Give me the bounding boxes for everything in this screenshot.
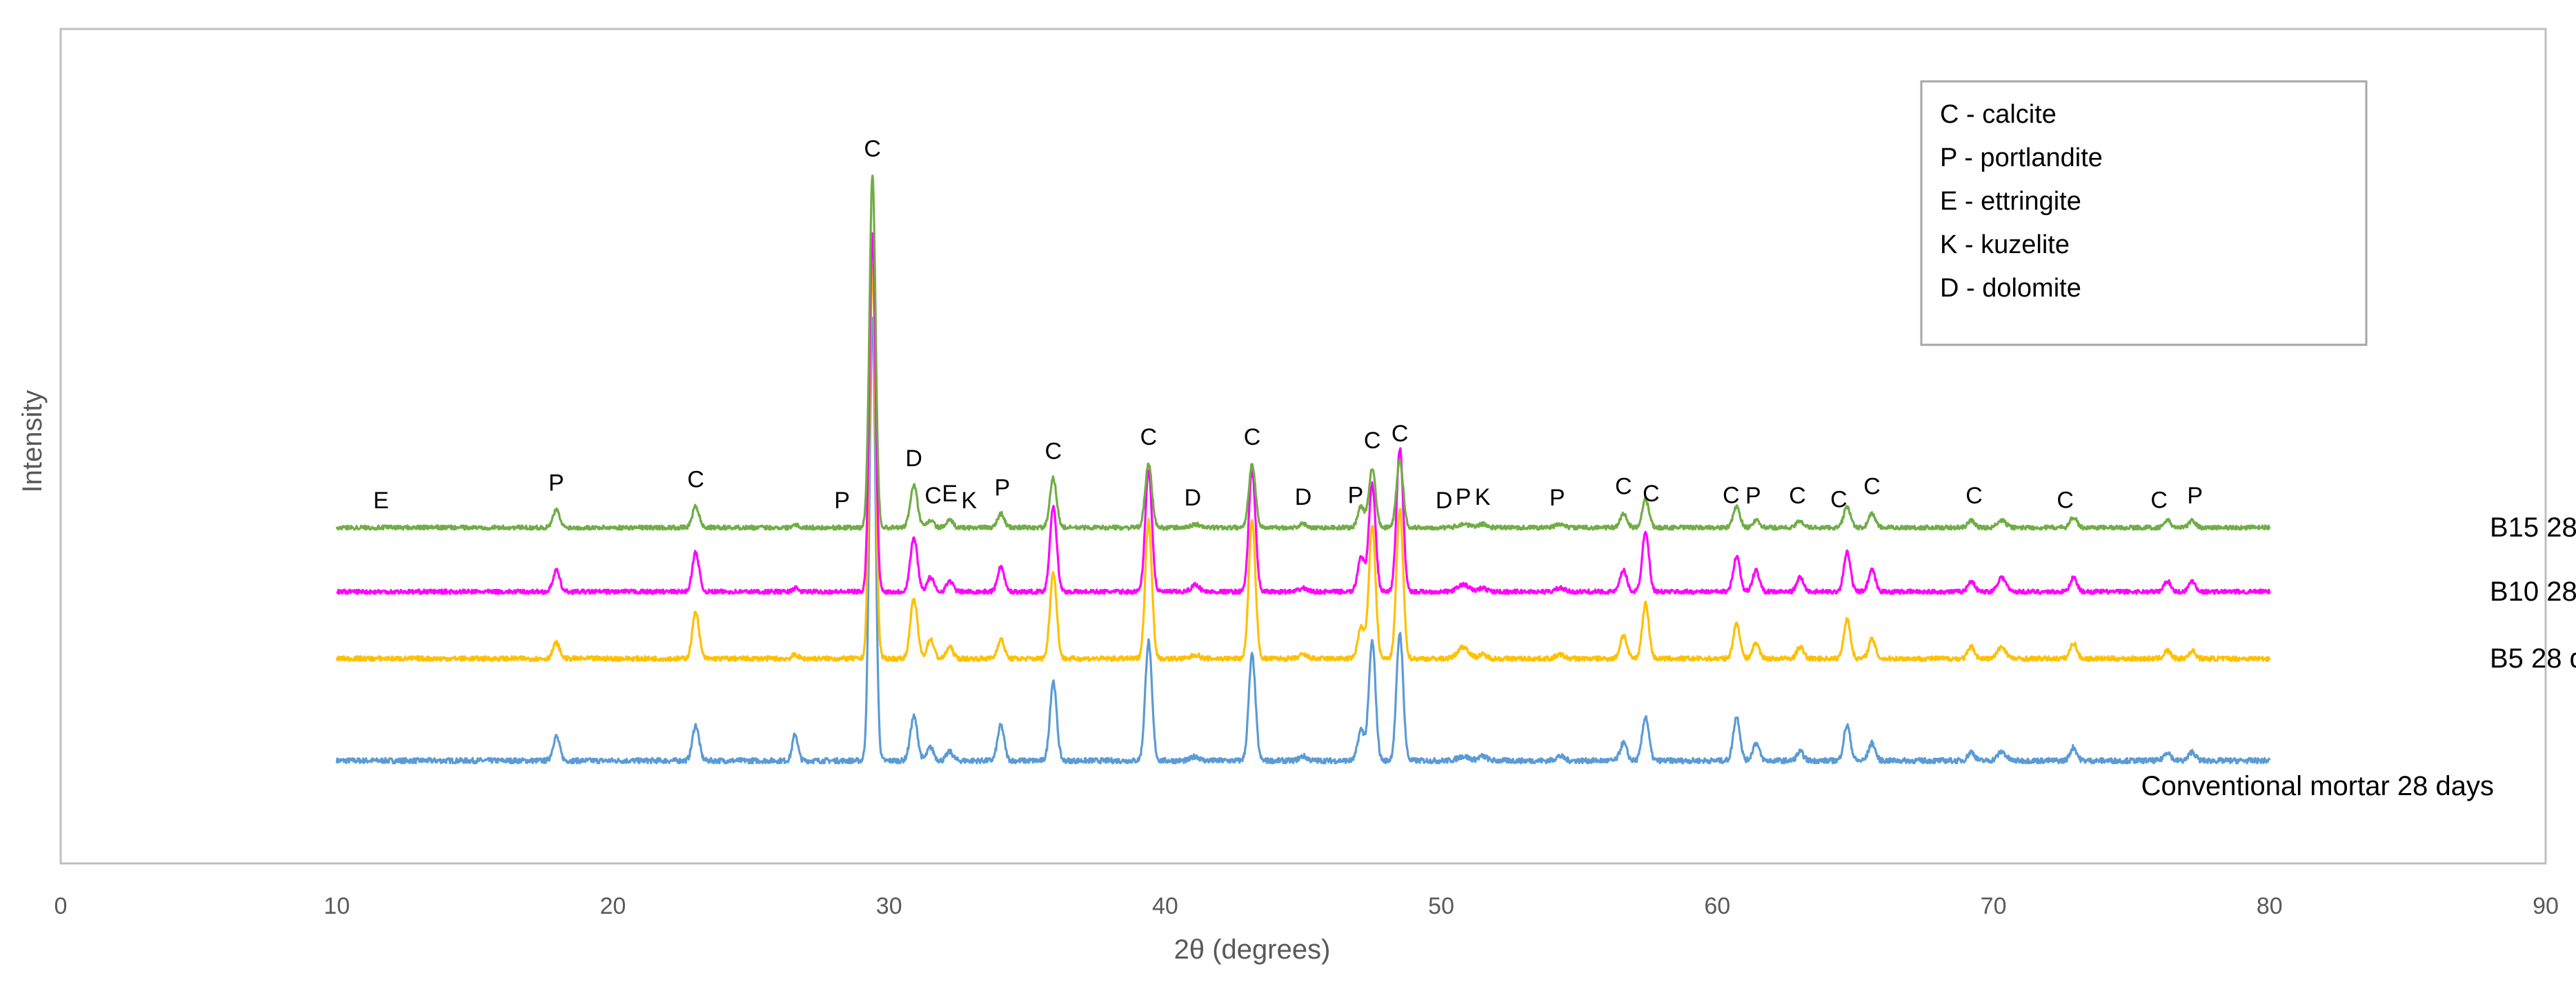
peak-label-27: C [1830,487,1847,513]
peak-label-25: P [1745,483,1761,509]
y-axis-title: Intensity [17,390,48,493]
x-axis-title: 2θ (degrees) [1174,934,1331,965]
x-tick-label-9: 90 [2533,893,2559,919]
peak-label-24: C [1723,482,1740,508]
x-tick-label-5: 50 [1428,893,1454,919]
peak-label-2: C [687,466,704,492]
x-tick-label-4: 40 [1152,893,1178,919]
peak-label-12: D [1185,485,1202,511]
peak-label-4: C [864,136,881,162]
peak-label-14: D [1295,484,1312,510]
series-line-0 [335,317,2271,765]
x-tick-label-0: 0 [55,893,68,919]
x-tick-label-3: 30 [876,893,902,919]
legend-entry-calcite: C - calcite [1940,100,2057,129]
x-tick-label-1: 10 [324,893,350,919]
peak-label-31: C [2150,488,2168,514]
series-label-1: B5 28 days [2490,643,2576,674]
series-line-2 [336,232,2271,595]
peak-label-16: C [1364,428,1381,454]
series-label-3: B15 28 days [2490,512,2576,543]
peak-label-26: C [1789,483,1806,509]
legend-entry-ettringite: E - ettringite [1940,187,2081,216]
legend: C - calcite P - portlandite E - ettringi… [1920,80,2368,346]
series-line-3 [335,174,2271,531]
x-tick-label-2: 20 [600,893,626,919]
peak-label-29: C [1965,483,1983,509]
peak-label-30: C [2057,487,2074,513]
peak-label-22: C [1615,474,1632,500]
legend-box [1920,80,2368,346]
peak-label-3: P [834,488,850,514]
series-layer [335,174,2271,765]
peak-label-23: C [1643,481,1660,507]
x-tick-label-6: 60 [1704,893,1730,919]
peak-label-19: P [1456,484,1472,510]
legend-entry-dolomite: D - dolomite [1940,274,2081,303]
series-label-layer: Conventional mortar 28 days B5 28 days B10… [2141,512,2576,801]
peak-label-1: P [548,470,564,497]
x-tick-label-7: 70 [1981,893,2007,919]
peak-label-20: K [1475,484,1491,510]
peak-label-18: D [1436,488,1453,514]
peak-label-5: D [905,446,922,472]
legend-entry-kuzelite: K - kuzelite [1940,230,2070,259]
peak-label-9: P [994,474,1010,501]
peak-label-13: C [1244,424,1261,450]
peak-label-32: P [2187,483,2203,509]
peak-label-0: E [373,488,389,514]
peak-label-7: E [942,481,958,507]
peak-label-11: C [1140,424,1158,450]
peak-label-6: C [924,483,942,509]
plot-frame [59,28,2547,865]
peak-label-8: K [961,488,977,514]
peak-label-21: P [1549,485,1565,511]
peak-label-28: C [1863,474,1881,500]
peak-label-10: C [1045,439,1062,465]
x-tick-label-8: 80 [2257,893,2283,919]
peak-label-15: P [1348,482,1364,508]
series-label-2: B10 28 days [2490,577,2576,607]
x-axis-ticks: 0 10 20 30 40 50 60 70 80 90 [55,893,2559,919]
peak-label-17: C [1391,421,1409,447]
legend-entry-portlandite: P - portlandite [1940,143,2103,172]
series-line-1 [335,263,2271,662]
series-label-0: Conventional mortar 28 days [2141,771,2494,801]
